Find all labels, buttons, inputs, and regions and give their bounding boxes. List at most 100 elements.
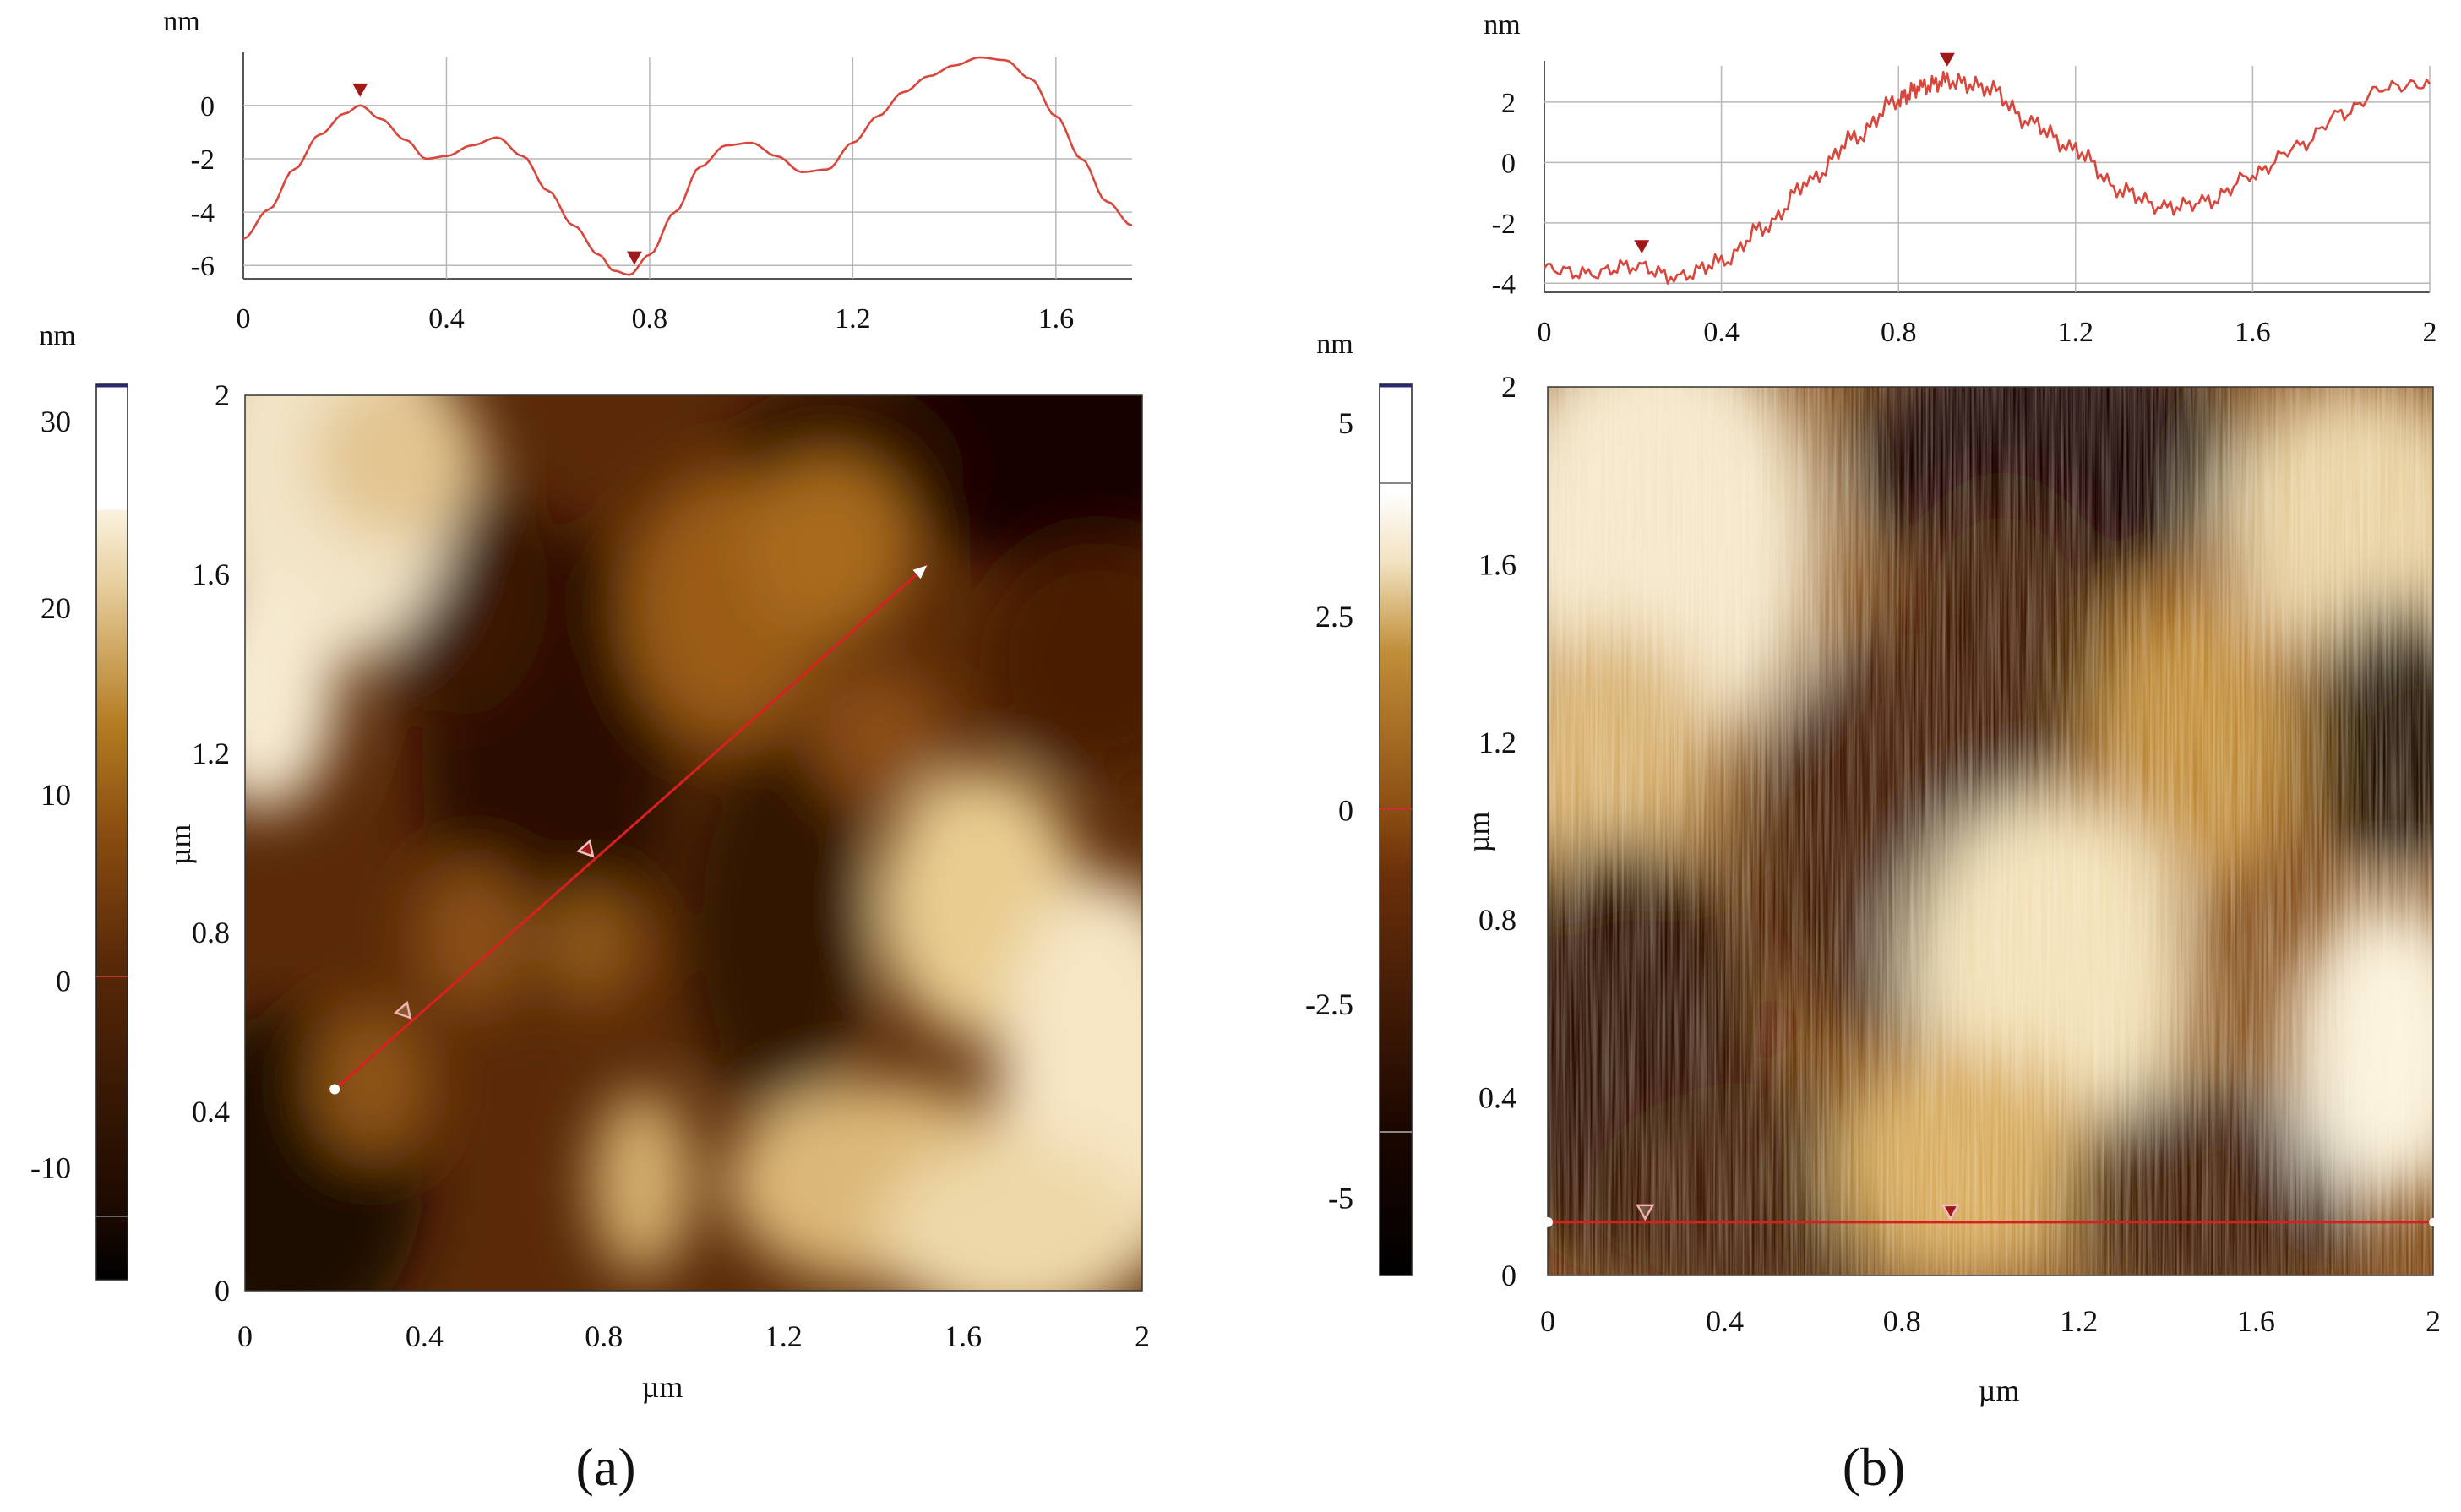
map-b-x-tick-label: 0 xyxy=(1540,1304,1555,1338)
scan-a-cursor xyxy=(393,1000,412,1020)
profile-a-y-tick-label: 0 xyxy=(200,91,215,122)
map-a-x-tick-label: 0 xyxy=(237,1319,253,1353)
profile-chart-a: nm 0 -2 -4 -6 0 0.4 0.8 1.2 1.6 xyxy=(163,6,1133,334)
profile-a-x-tick-label: 1.2 xyxy=(835,303,871,334)
colorbar-b-tick-label: 2.5 xyxy=(1315,600,1353,634)
profile-b-x-tick-label: 0.4 xyxy=(1703,317,1740,348)
colorbar-a-tick-label: 10 xyxy=(41,778,71,812)
profile-b-series xyxy=(1543,70,2431,285)
profile-a-marker xyxy=(352,83,368,97)
colorbar-b: nm 5 2.5 0 -2.5 -5 xyxy=(1305,329,1413,1276)
colorbar-a-tick-label: 20 xyxy=(41,591,71,625)
profile-a-x-tick-label: 1.6 xyxy=(1038,303,1075,334)
map-b-y-tick-label: 0.4 xyxy=(1478,1081,1516,1115)
colorbar-a-ticks: 30 20 10 0 -10 xyxy=(30,405,71,1184)
panel-a-label: (a) xyxy=(575,1437,635,1497)
map-b-x-tick-label: 0.4 xyxy=(1706,1304,1744,1338)
profile-b-x-tick-label: 1.2 xyxy=(2058,317,2094,348)
profile-a-grid xyxy=(242,52,1132,280)
map-a-scan-line xyxy=(329,564,928,1095)
profile-b-marker xyxy=(1939,52,1955,67)
scan-b-start-dot xyxy=(1543,1216,1553,1227)
scan-a-cursor-triangle xyxy=(393,1000,412,1020)
profile-a-x-tick-label: 0.8 xyxy=(632,303,668,334)
colorbar-b-bar xyxy=(1379,383,1413,1276)
map-a-y-tick-label: 1.6 xyxy=(192,557,230,591)
afm-map-a: 2 1.6 1.2 0.8 0.4 0 0 0.4 0.8 1.2 1.6 2 µm µm xyxy=(163,378,1150,1404)
map-b-y-tick-label: 1.6 xyxy=(1478,547,1516,581)
profile-b-markers xyxy=(1634,52,1955,254)
map-b-y-tick-label: 0 xyxy=(1501,1259,1516,1292)
map-a-y-ticks: 2 1.6 1.2 0.8 0.4 0 xyxy=(192,378,230,1308)
profile-a-y-tick-label: -6 xyxy=(191,251,215,282)
map-b-x-ticks: 0 0.4 0.8 1.2 1.6 2 xyxy=(1540,1304,2441,1338)
profile-b-y-unit: nm xyxy=(1484,9,1520,41)
panel-b-label: (b) xyxy=(1843,1437,1906,1497)
map-a-x-tick-label: 0.4 xyxy=(406,1319,444,1353)
map-b-x-tick-label: 1.6 xyxy=(2237,1304,2275,1338)
profile-a-y-tick-label: -4 xyxy=(191,198,215,229)
map-a-y-axis-label: µm xyxy=(163,824,197,866)
map-b-y-ticks: 2 1.6 1.2 0.8 0.4 0 xyxy=(1478,370,1516,1292)
scan-a-cursor-triangle xyxy=(576,839,595,858)
scan-a-end-arrow xyxy=(912,565,928,579)
profile-a-line xyxy=(242,56,1133,276)
scan-b-cursor xyxy=(1636,1204,1655,1221)
colorbar-a-unit: nm xyxy=(39,320,75,351)
profile-b-y-tick-label: -2 xyxy=(1492,209,1516,240)
map-b-y-tick-label: 2 xyxy=(1501,370,1516,404)
map-a-y-tick-label: 1.2 xyxy=(192,737,230,770)
colorbar-a-bar xyxy=(95,383,128,1281)
profile-b-x-tick-label: 1.6 xyxy=(2235,317,2271,348)
colorbar-a-tick-label: 30 xyxy=(41,405,71,438)
colorbar-b-tick-label: -2.5 xyxy=(1305,987,1353,1021)
scan-b-cursor-triangle xyxy=(1941,1204,1960,1221)
profile-b-x-tick-label: 2 xyxy=(2423,317,2437,348)
profile-a-x-tick-label: 0.4 xyxy=(428,303,465,334)
profile-a-marker xyxy=(626,251,642,265)
map-b-scan-line xyxy=(1543,1204,2437,1227)
profile-a-markers xyxy=(352,83,642,265)
map-a-y-tick-label: 0.8 xyxy=(192,916,230,949)
profile-b-x-tick-label: 0 xyxy=(1538,317,1552,348)
map-a-x-axis-label: µm xyxy=(642,1370,683,1404)
profile-a-y-ticks: 0 -2 -4 -6 xyxy=(191,91,215,282)
colorbar-b-tick-label: 0 xyxy=(1338,794,1353,828)
profile-b-marker xyxy=(1634,240,1650,254)
profile-a-y-unit: nm xyxy=(163,6,199,37)
scan-a-cursor xyxy=(576,839,595,858)
map-a-y-tick-label: 0 xyxy=(215,1274,230,1308)
profile-b-y-ticks: 2 0 -2 -4 xyxy=(1492,88,1516,300)
map-a-x-tick-label: 1.6 xyxy=(944,1319,982,1353)
profile-a-x-ticks: 0 0.4 0.8 1.2 1.6 xyxy=(237,303,1075,334)
scan-a-line xyxy=(334,564,928,1090)
colorbar-a-tick-label: 0 xyxy=(56,965,71,998)
profile-a-x-tick-label: 0 xyxy=(237,303,251,334)
profile-b-y-tick-label: 2 xyxy=(1501,88,1516,119)
profile-b-grid xyxy=(1544,61,2431,293)
map-a-y-tick-label: 2 xyxy=(215,378,230,412)
profile-a-y-tick-label: -2 xyxy=(191,144,215,176)
map-b-y-axis-label: µm xyxy=(1462,812,1495,853)
map-b-x-tick-label: 2 xyxy=(2426,1304,2441,1338)
profile-b-x-tick-label: 0.8 xyxy=(1881,317,1917,348)
scan-b-cursor-triangle xyxy=(1636,1204,1655,1221)
profile-b-line xyxy=(1543,70,2431,285)
scan-a-start-dot xyxy=(329,1084,340,1095)
map-b-y-tick-label: 1.2 xyxy=(1478,726,1516,759)
map-b-x-axis-label: µm xyxy=(1979,1373,2020,1407)
panel-b: nm 20-2-4 0 0.4 0.8 1.2 1.6 2 nm 52.50-2.5-5 xyxy=(1305,9,2441,1497)
map-a-y-tick-label: 0.4 xyxy=(192,1095,230,1129)
map-a-x-tick-label: 1.2 xyxy=(765,1319,803,1353)
colorbar-b-tick-label: 5 xyxy=(1338,406,1353,440)
profile-b-y-tick-label: -4 xyxy=(1492,269,1516,300)
map-a-x-ticks: 0 0.4 0.8 1.2 1.6 2 xyxy=(237,1319,1150,1353)
colorbar-a-tick-label: -10 xyxy=(30,1151,71,1185)
profile-chart-b: nm 2 0 -2 -4 0 0.4 0.8 1.2 1.6 2 xyxy=(1484,9,2436,348)
map-a-x-tick-label: 2 xyxy=(1135,1319,1150,1353)
colorbar-b-ticks: 5 2.5 0 -2.5 -5 xyxy=(1305,406,1353,1215)
profile-b-y-tick-label: 0 xyxy=(1501,148,1516,179)
colorbar-a: nm 30 20 10 0 -10 xyxy=(30,320,128,1281)
